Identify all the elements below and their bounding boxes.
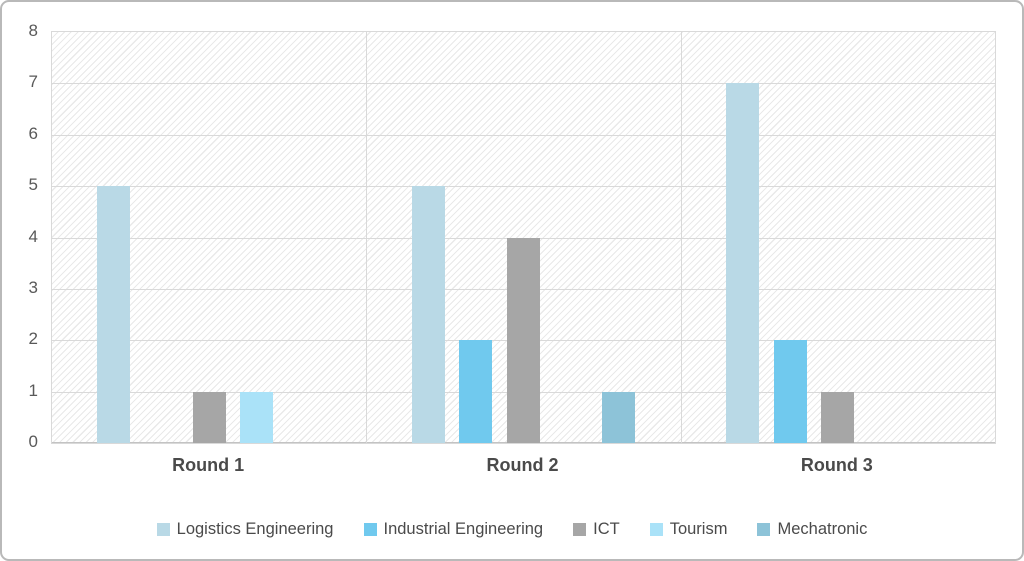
legend-swatch-logistics-engineering	[156, 523, 170, 536]
legend-label: ICT	[593, 520, 620, 538]
bar-industrial-engineering-round-3	[773, 340, 807, 443]
bar-logistics-engineering-round-2	[411, 186, 445, 443]
x-axis-category-label: Round 1	[172, 455, 245, 475]
legend-label: Tourism	[669, 520, 728, 538]
bar-industrial-engineering-round-2	[459, 340, 493, 443]
bar-ict-round-1	[192, 391, 226, 443]
category-separator	[680, 32, 682, 443]
bar-ict-round-3	[821, 391, 855, 443]
gridline-5	[52, 186, 995, 188]
bar-ict-round-2	[507, 237, 540, 443]
gridline-7	[52, 83, 995, 85]
legend-swatch-tourism	[649, 523, 663, 536]
y-axis-tick-label: 2	[28, 329, 38, 349]
y-axis-tick-label: 1	[28, 380, 38, 400]
x-axis: Round 1 Round 2 Round 3	[51, 455, 994, 481]
bar-tourism-round-1	[240, 391, 274, 443]
bar-mechatronic-round-2	[602, 391, 636, 443]
y-axis-tick-label: 4	[28, 226, 38, 246]
legend-label: Industrial Engineering	[383, 520, 544, 538]
category-separator	[366, 32, 368, 443]
legend-item-tourism: Tourism	[649, 520, 728, 539]
legend-swatch-ict	[573, 523, 587, 536]
plot-area	[51, 31, 996, 444]
legend-label: Logistics Engineering	[176, 520, 334, 538]
y-axis-tick-label: 5	[28, 175, 38, 195]
y-axis-tick-label: 6	[28, 123, 38, 143]
bar-logistics-engineering-round-3	[726, 83, 760, 443]
legend-swatch-mechatronic	[757, 523, 771, 536]
y-axis-tick-label: 0	[28, 432, 38, 451]
legend: Logistics Engineering Industrial Engineer…	[2, 520, 1022, 539]
legend-item-logistics-engineering: Logistics Engineering	[156, 520, 334, 539]
y-axis-tick-label: 7	[28, 72, 38, 92]
gridline-6	[52, 134, 995, 136]
x-axis-category-label: Round 2	[486, 455, 559, 475]
y-axis-tick-label: 3	[28, 277, 38, 297]
legend-label: Mechatronic	[777, 520, 868, 538]
x-axis-category-label: Round 3	[800, 455, 873, 475]
legend-item-ict: ICT	[573, 520, 620, 539]
legend-item-industrial-engineering: Industrial Engineering	[363, 520, 544, 539]
y-axis-tick-label: 8	[28, 21, 38, 40]
legend-item-mechatronic: Mechatronic	[757, 520, 867, 539]
legend-swatch-industrial-engineering	[363, 523, 377, 536]
bar-logistics-engineering-round-1	[97, 186, 131, 443]
y-axis: 0 1 2 3 4 5 6 7 8	[2, 21, 38, 451]
